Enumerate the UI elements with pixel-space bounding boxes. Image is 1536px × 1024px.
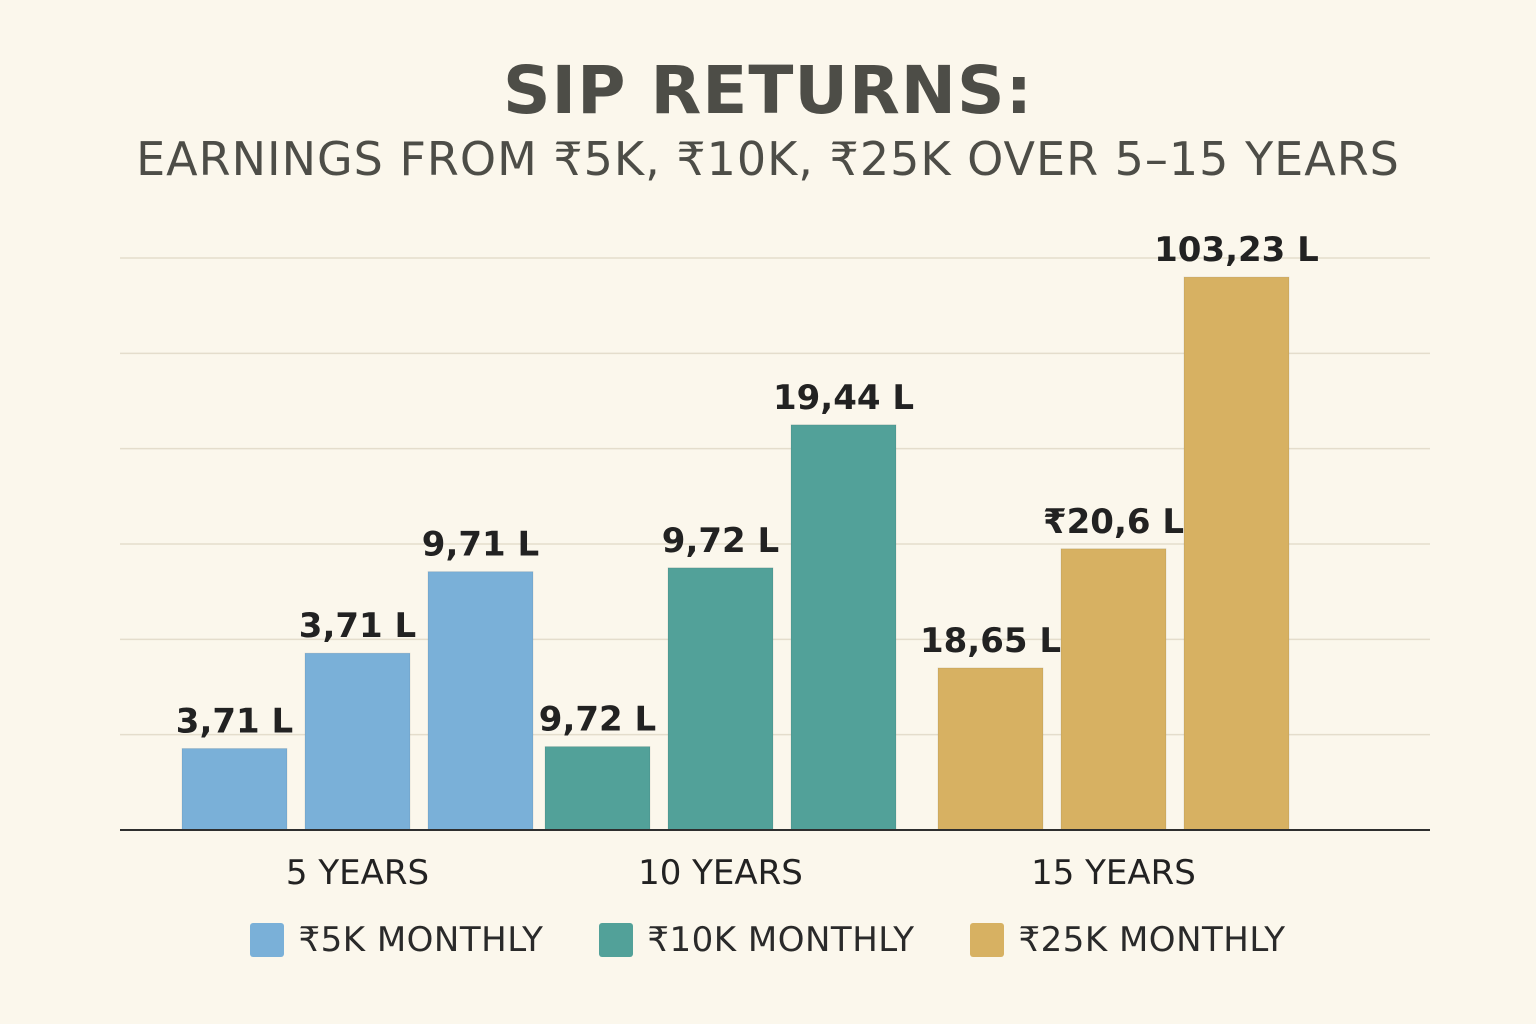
bar-value-label: 3,71 L xyxy=(176,701,293,741)
bar-value-label: 9,71 L xyxy=(422,525,539,565)
legend-label-10k: ₹10K MONTHLY xyxy=(647,920,915,960)
bar-value-label: 103,23 L xyxy=(1154,230,1319,270)
bar xyxy=(181,747,288,831)
bar xyxy=(937,667,1044,831)
bar-value-label: 19,44 L xyxy=(773,378,914,418)
chart-title: SIP RETURNS: xyxy=(503,52,1033,129)
bar xyxy=(1183,276,1290,831)
bar xyxy=(1060,548,1167,831)
bar-value-label: 9,72 L xyxy=(539,700,656,740)
legend-swatch-25k xyxy=(970,923,1005,957)
legend-label-25k: ₹25K MONTHLY xyxy=(1018,920,1286,960)
bar-value-label: 18,65 L xyxy=(920,621,1061,661)
bar xyxy=(790,424,897,831)
x-axis-category-label: 5 YEARS xyxy=(286,853,429,893)
chart-subtitle: EARNINGS FROM ₹5K, ₹10K, ₹25K OVER 5–15 … xyxy=(136,132,1400,186)
legend-label-5k: ₹5K MONTHLY xyxy=(298,920,544,960)
legend-swatch-10k xyxy=(599,923,634,957)
bar xyxy=(667,567,774,831)
bar xyxy=(427,571,534,831)
bar-value-label: 9,72 L xyxy=(662,521,779,561)
bar-value-label: ₹20,6 L xyxy=(1043,502,1184,542)
legend-item-5k: ₹5K MONTHLY xyxy=(250,920,543,960)
legend-item-10k: ₹10K MONTHLY xyxy=(599,920,914,960)
legend-swatch-5k xyxy=(250,923,285,957)
x-axis-category-label: 15 YEARS xyxy=(1031,853,1196,893)
bar xyxy=(304,652,411,831)
bar-value-label: 3,71 L xyxy=(299,606,416,646)
bar xyxy=(544,746,651,831)
legend-item-25k: ₹25K MONTHLY xyxy=(970,920,1285,960)
legend: ₹5K MONTHLY ₹10K MONTHLY ₹25K MONTHLY xyxy=(0,920,1536,960)
x-axis-category-label: 10 YEARS xyxy=(638,853,803,893)
